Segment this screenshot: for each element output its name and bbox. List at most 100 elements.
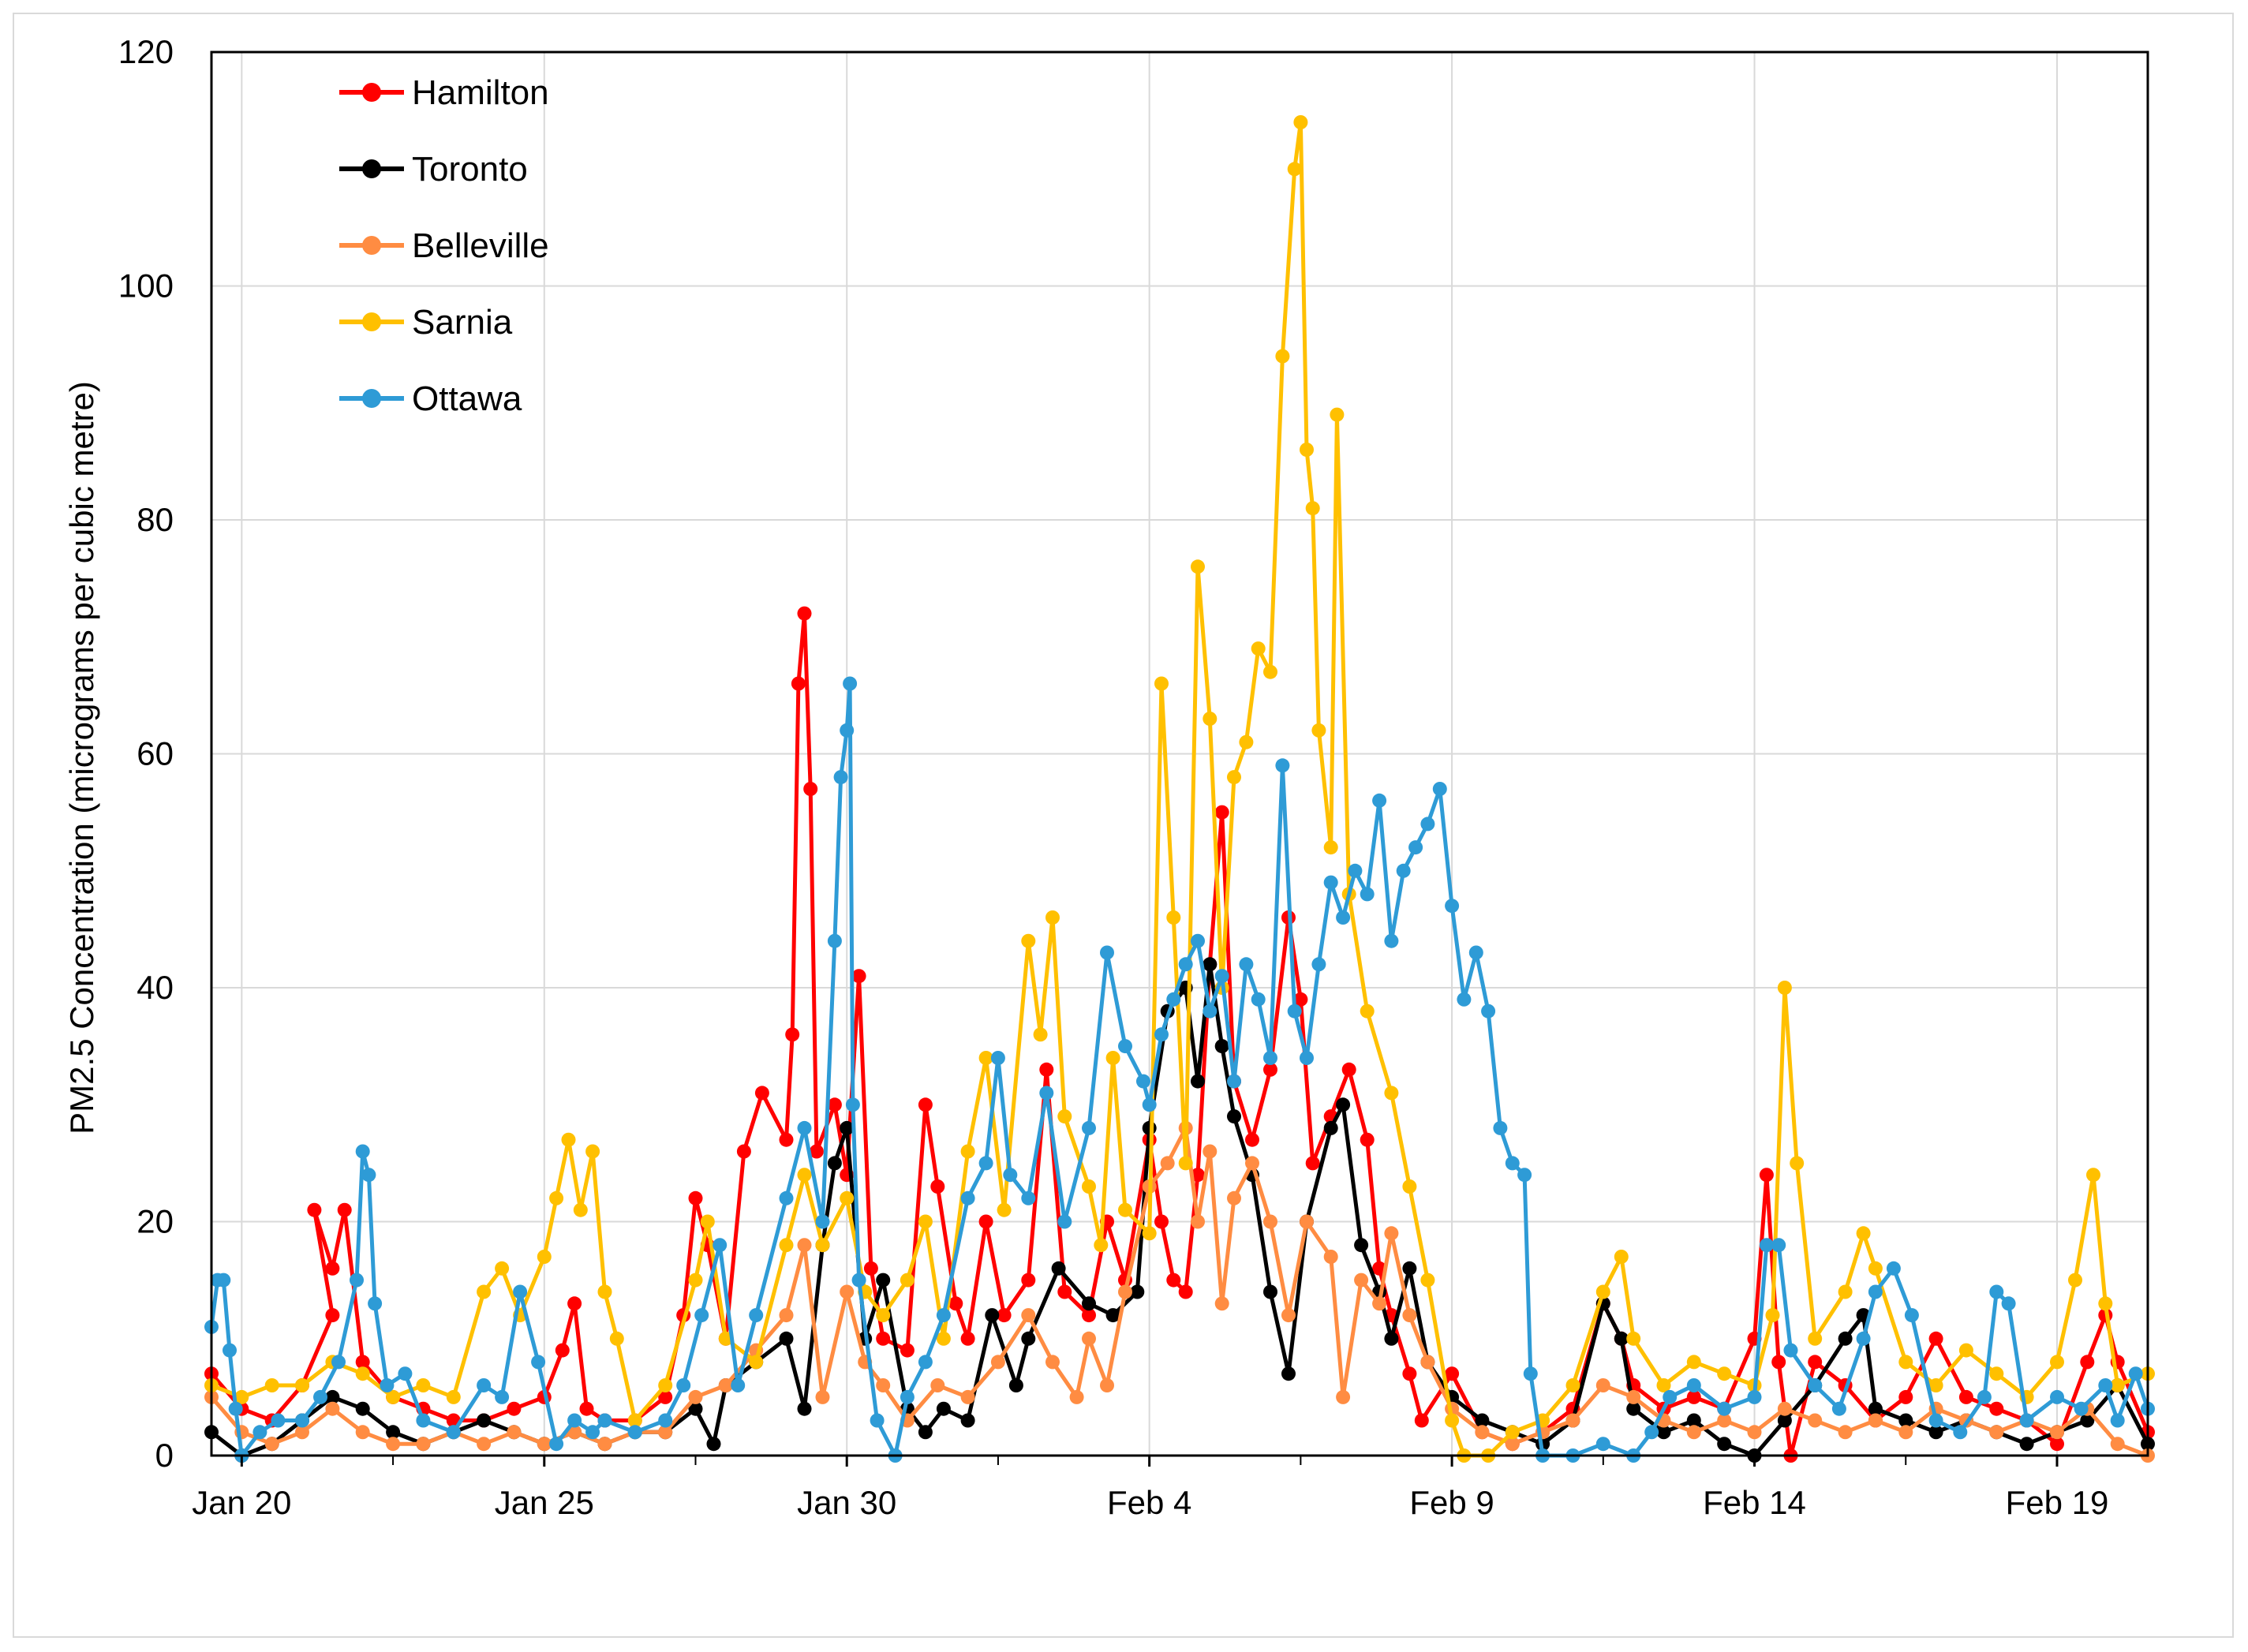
data-point bbox=[1354, 1238, 1369, 1253]
data-point bbox=[1717, 1401, 1732, 1416]
data-point bbox=[325, 1389, 340, 1404]
plot-area-border bbox=[210, 50, 2149, 1457]
data-point bbox=[1856, 1331, 1871, 1346]
data-point bbox=[731, 1378, 746, 1392]
data-point bbox=[1263, 1051, 1277, 1065]
data-point bbox=[1747, 1389, 1762, 1404]
data-point bbox=[713, 1238, 728, 1253]
data-point bbox=[1354, 1273, 1369, 1288]
data-point bbox=[627, 1425, 642, 1440]
data-point bbox=[1790, 1156, 1805, 1171]
data-point bbox=[1595, 1284, 1610, 1299]
data-point bbox=[1275, 758, 1290, 773]
data-point bbox=[234, 1389, 249, 1404]
data-point bbox=[585, 1425, 600, 1440]
data-point bbox=[1305, 501, 1320, 516]
data-point bbox=[386, 1437, 401, 1452]
data-point bbox=[579, 1401, 594, 1416]
data-point bbox=[1118, 1284, 1132, 1299]
data-point bbox=[1082, 1296, 1096, 1311]
data-point bbox=[1420, 1273, 1435, 1288]
data-point bbox=[779, 1331, 794, 1346]
data-point bbox=[228, 1401, 243, 1416]
data-point bbox=[851, 1273, 866, 1288]
data-point bbox=[815, 1214, 830, 1229]
data-point bbox=[2128, 1366, 2143, 1381]
data-point bbox=[1245, 1156, 1259, 1171]
data-point bbox=[477, 1378, 492, 1392]
data-point bbox=[1191, 559, 1205, 574]
data-point bbox=[1341, 1062, 1356, 1077]
data-point bbox=[331, 1355, 346, 1370]
data-point bbox=[1928, 1331, 1943, 1346]
data-point bbox=[791, 676, 806, 691]
data-point bbox=[313, 1389, 327, 1404]
data-point bbox=[985, 1308, 1000, 1323]
data-point bbox=[1384, 1086, 1399, 1101]
data-point bbox=[843, 676, 858, 691]
data-point bbox=[1372, 793, 1387, 808]
data-point bbox=[1414, 1413, 1429, 1428]
data-point bbox=[1142, 1097, 1157, 1112]
series-ottawa bbox=[204, 676, 2155, 1463]
data-point bbox=[1003, 1168, 1018, 1183]
legend-label: Belleville bbox=[412, 226, 549, 265]
data-point bbox=[2110, 1378, 2125, 1392]
data-point bbox=[827, 1097, 842, 1112]
data-point bbox=[325, 1261, 340, 1276]
data-point bbox=[1402, 1366, 1417, 1381]
data-point bbox=[754, 1086, 769, 1101]
data-point bbox=[2050, 1355, 2064, 1370]
data-point bbox=[1565, 1413, 1580, 1428]
data-point bbox=[1300, 1051, 1314, 1065]
data-point bbox=[1300, 1214, 1314, 1229]
data-point bbox=[900, 1343, 915, 1358]
y-tick-label: 60 bbox=[137, 735, 174, 772]
data-point bbox=[1868, 1413, 1883, 1428]
data-point bbox=[368, 1296, 383, 1311]
data-point bbox=[779, 1308, 794, 1323]
data-point bbox=[1323, 840, 1338, 855]
data-point bbox=[1958, 1389, 1973, 1404]
data-point bbox=[978, 1051, 993, 1065]
data-point bbox=[1686, 1378, 1701, 1392]
data-point bbox=[1977, 1389, 1992, 1404]
data-point bbox=[1384, 933, 1399, 948]
data-point bbox=[386, 1425, 401, 1440]
data-point bbox=[2001, 1296, 2016, 1311]
data-point bbox=[1777, 1401, 1792, 1416]
data-point bbox=[295, 1413, 309, 1428]
data-point bbox=[307, 1202, 322, 1217]
data-point bbox=[1783, 1343, 1798, 1358]
data-point bbox=[1856, 1226, 1871, 1241]
data-point bbox=[355, 1425, 370, 1440]
data-point bbox=[978, 1214, 993, 1229]
data-point bbox=[416, 1413, 431, 1428]
data-point bbox=[1868, 1401, 1883, 1416]
data-point bbox=[694, 1308, 709, 1323]
data-point bbox=[1808, 1413, 1823, 1428]
data-point bbox=[2050, 1437, 2064, 1452]
legend: Hamilton Toronto Belleville Sarnia Ottawa bbox=[339, 73, 549, 418]
data-point bbox=[1420, 817, 1435, 832]
data-point bbox=[1644, 1425, 1659, 1440]
data-point bbox=[1402, 1308, 1417, 1323]
series-line bbox=[209, 682, 2150, 1458]
data-point bbox=[1245, 1132, 1259, 1147]
data-point bbox=[803, 782, 818, 796]
data-point bbox=[567, 1296, 582, 1311]
legend-marker bbox=[362, 83, 381, 102]
data-point bbox=[785, 1027, 800, 1042]
data-point bbox=[355, 1401, 370, 1416]
data-point bbox=[948, 1296, 963, 1311]
data-point bbox=[1336, 1097, 1351, 1112]
data-point bbox=[1082, 1331, 1096, 1346]
data-point bbox=[1505, 1437, 1520, 1452]
series-sarnia bbox=[204, 115, 2155, 1463]
data-point bbox=[1777, 981, 1792, 995]
series-layer bbox=[204, 115, 2155, 1463]
data-point bbox=[1372, 1296, 1387, 1311]
data-point bbox=[1239, 957, 1254, 972]
data-point bbox=[1904, 1308, 1919, 1323]
data-point bbox=[1323, 875, 1338, 890]
